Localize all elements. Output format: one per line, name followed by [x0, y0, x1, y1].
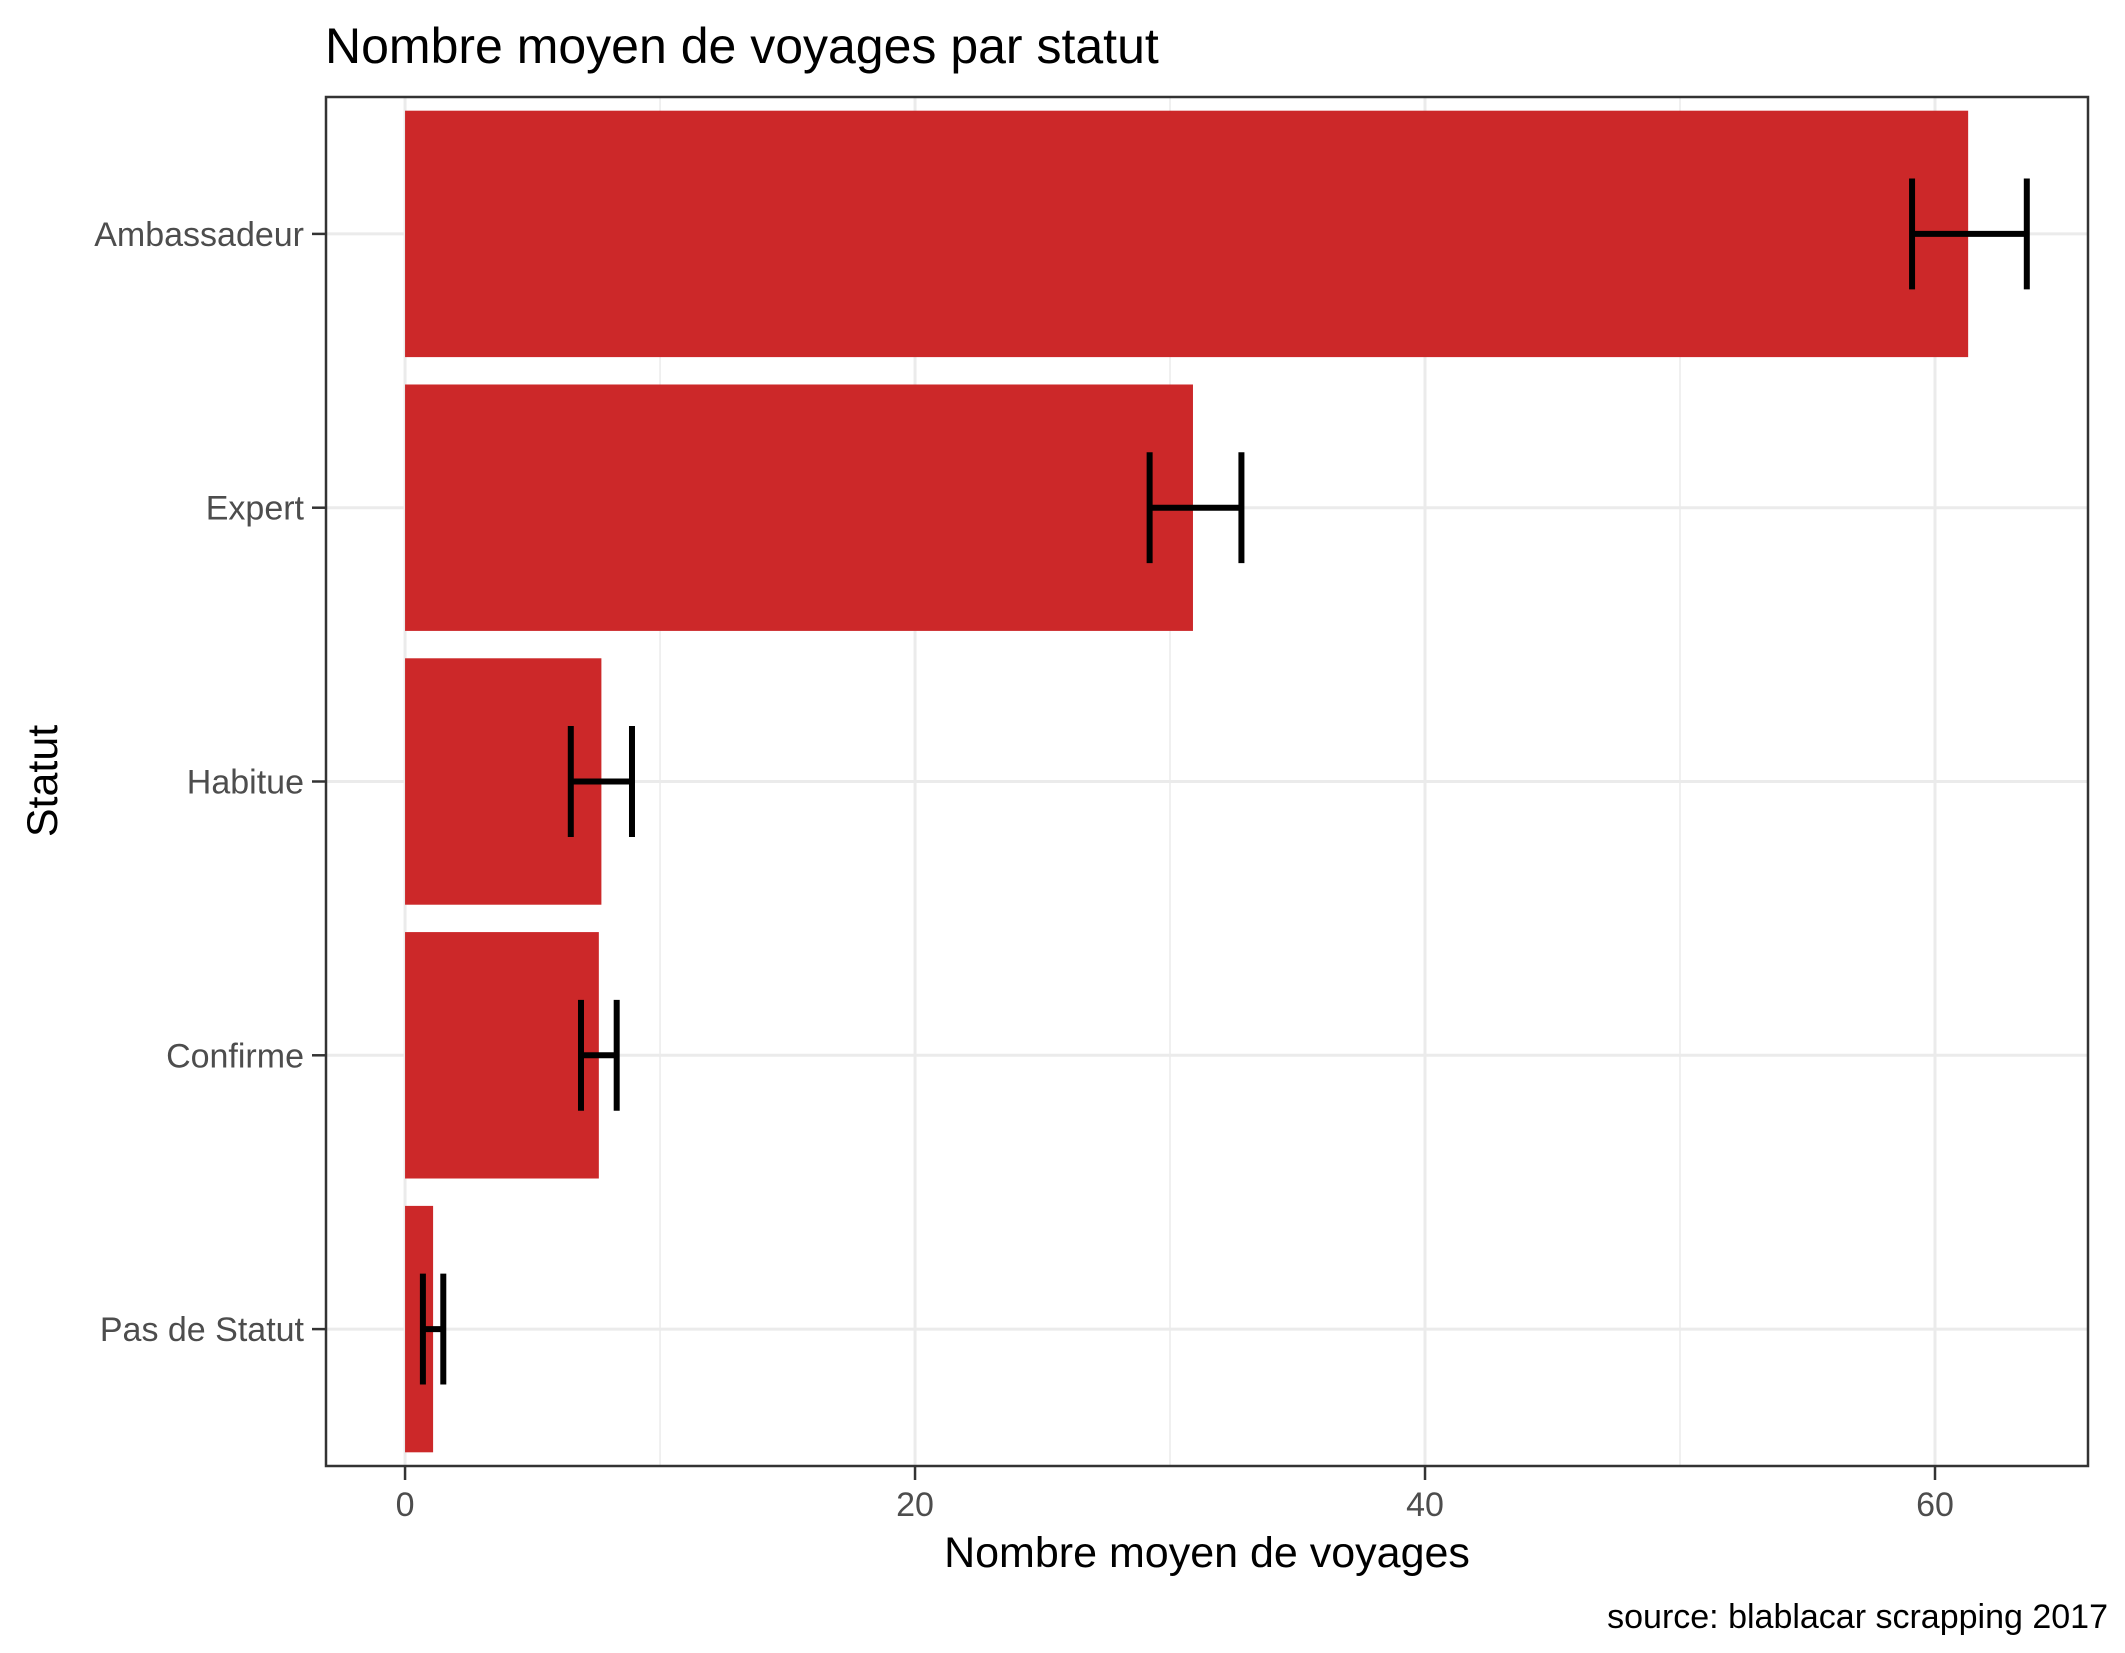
x-tick-label: 60 [1916, 1486, 1954, 1524]
chart-title: Nombre moyen de voyages par statut [325, 18, 1159, 74]
error-bar [1146, 452, 1245, 564]
bar-confirme [405, 932, 599, 1179]
bar-expert [405, 384, 1193, 631]
bars [405, 110, 1969, 1453]
x-tick-label: 0 [396, 1486, 415, 1524]
y-tick-label: Habitue [187, 764, 304, 802]
y-tick-label: Confirme [166, 1037, 304, 1075]
error-bars [419, 178, 2030, 1385]
chart-caption: source: blablacar scrapping 2017 [1607, 1598, 2108, 1636]
y-tick-label: Pas de Statut [100, 1311, 305, 1349]
x-tick-label: 40 [1406, 1486, 1444, 1524]
y-axis: Ambassadeur Expert Habitue Confirme Pas de S… [94, 216, 326, 1349]
error-bar [567, 726, 635, 837]
error-bar [577, 999, 620, 1111]
error-bar [1909, 178, 2030, 290]
x-axis: 0 20 40 60 [396, 1466, 1954, 1524]
x-axis-title: Nombre moyen de voyages [944, 1529, 1470, 1577]
x-tick-label: 20 [896, 1486, 934, 1524]
bar-ambassadeur [405, 110, 1969, 358]
y-tick-label: Expert [206, 490, 305, 528]
y-tick-label: Ambassadeur [94, 216, 304, 254]
y-axis-title: Statut [19, 725, 67, 837]
error-bar [419, 1273, 447, 1385]
